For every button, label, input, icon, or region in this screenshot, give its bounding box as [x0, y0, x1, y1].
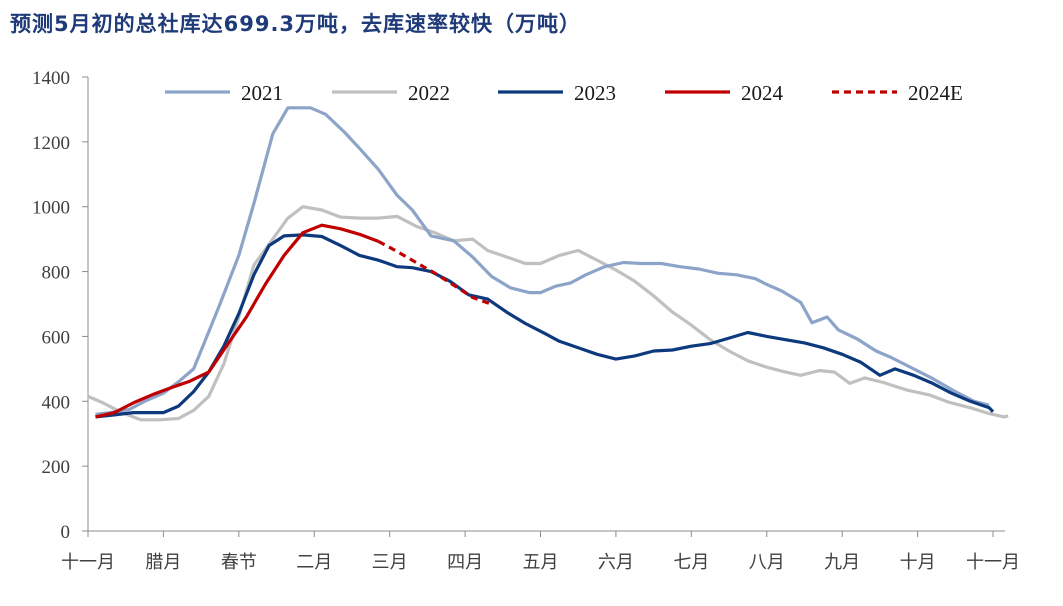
x-tick-label: 四月 — [447, 552, 483, 573]
y-tick-label: 600 — [42, 327, 71, 348]
y-tick-label: 1000 — [32, 198, 70, 219]
series-line-2024 — [95, 223, 379, 419]
y-tick-label: 400 — [42, 392, 71, 413]
series-line-2021 — [95, 106, 990, 416]
x-tick-label: 春节 — [221, 552, 257, 573]
x-tick-label: 五月 — [523, 552, 559, 573]
series-line-2022 — [87, 205, 1009, 422]
x-axis: 十一月 腊月 春节 二月 三月 四月 五月 六月 七月 八月 九月 十月 十一月 — [61, 530, 1020, 573]
y-tick-label: 200 — [42, 457, 71, 478]
x-tick-label: 十一月 — [966, 552, 1020, 573]
series-lines — [87, 106, 1009, 422]
y-tick-label: 800 — [42, 263, 71, 284]
x-tick-label: 腊月 — [145, 552, 181, 573]
x-tick-label: 七月 — [673, 552, 709, 573]
x-tick-label: 三月 — [372, 552, 408, 573]
legend: 2021 2022 2023 2024 2024E — [165, 81, 963, 105]
y-tick-label: 1200 — [32, 133, 70, 154]
legend-label-2021: 2021 — [241, 81, 283, 105]
x-tick-label: 十月 — [900, 552, 936, 573]
x-tick-label: 六月 — [598, 552, 634, 573]
chart-title: 预测5月初的总社库达699.3万吨，去库速率较快（万吨） — [10, 12, 582, 36]
x-tick-label: 二月 — [296, 552, 332, 573]
y-tick-label: 0 — [61, 522, 71, 543]
series-line-2023 — [95, 233, 995, 419]
y-axis: 0 200 400 600 800 1000 1200 1400 — [32, 68, 89, 543]
legend-label-2024: 2024 — [741, 81, 784, 105]
x-tick-label: 十一月 — [61, 552, 115, 573]
x-tick-label: 八月 — [749, 552, 785, 573]
y-tick-label: 1400 — [32, 68, 70, 89]
legend-label-2023: 2023 — [574, 81, 616, 105]
series-line-2024E — [377, 239, 493, 306]
legend-label-2022: 2022 — [408, 81, 450, 105]
legend-label-2024E: 2024E — [908, 81, 963, 105]
x-tick-label: 九月 — [824, 552, 860, 573]
